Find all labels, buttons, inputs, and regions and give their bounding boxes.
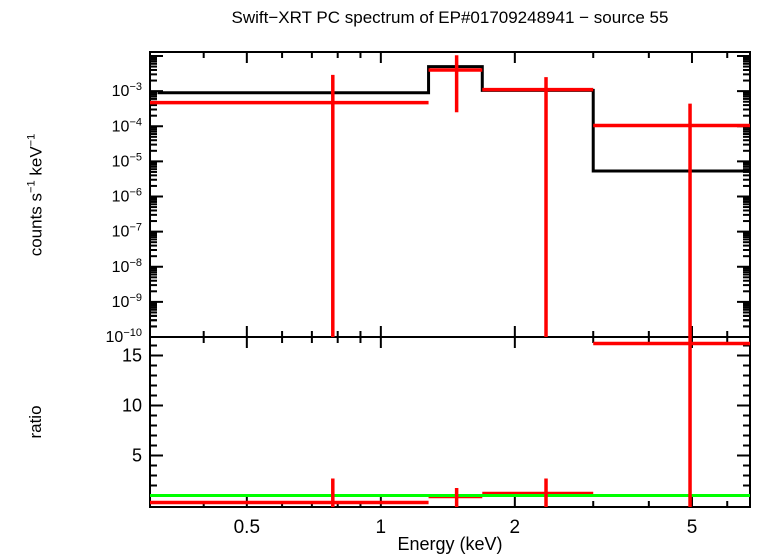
x-tick-label: 1 — [376, 517, 387, 538]
y-tick-label: 10−5 — [112, 151, 142, 170]
y-tick-label: 10−3 — [112, 81, 142, 100]
x-tick-label: 2 — [510, 517, 521, 538]
figure-title: Swift−XRT PC spectrum of EP#01709248941 … — [231, 8, 669, 27]
ratio-tick-label: 5 — [132, 446, 142, 466]
y-tick-label: 10−7 — [112, 222, 142, 241]
spectrum-panel-frame — [149, 51, 751, 338]
y-tick-label: 10−9 — [112, 292, 142, 311]
model-step-line — [157, 65, 750, 173]
ratio-tick-label: 15 — [122, 346, 142, 366]
y-tick-label: 10−4 — [112, 116, 142, 135]
y-tick-label: 10−10 — [106, 327, 142, 346]
ratio-panel-frame — [149, 336, 751, 508]
x-tick-label: 5 — [687, 517, 698, 538]
y-tick-label: 10−8 — [112, 257, 142, 276]
ratio-tick-label: 10 — [122, 396, 142, 416]
x-axis-label: Energy (keV) — [397, 534, 503, 554]
y-tick-label: 10−6 — [112, 187, 142, 206]
x-tick-label: 0.5 — [234, 517, 260, 538]
